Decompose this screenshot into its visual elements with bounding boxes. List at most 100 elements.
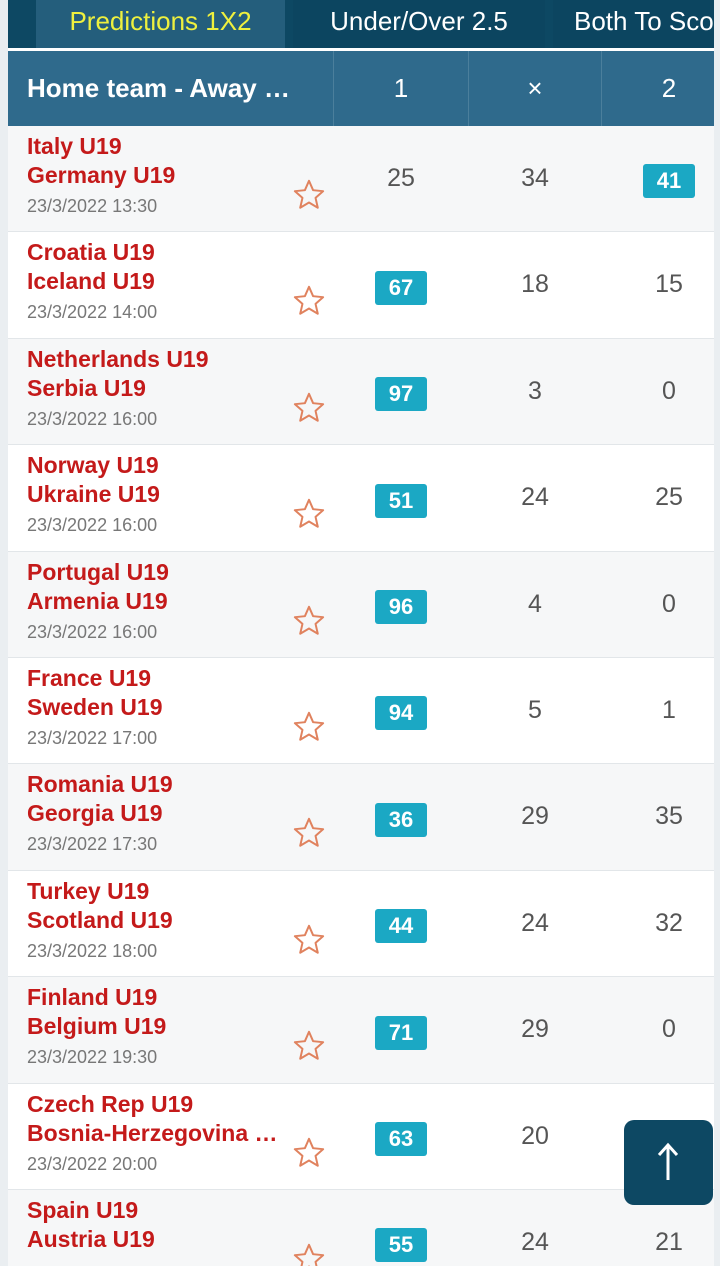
home-team[interactable]: Italy U19: [27, 133, 122, 159]
favorite-star-icon[interactable]: [292, 1242, 326, 1266]
home-team[interactable]: Czech Rep U19: [27, 1090, 194, 1117]
away-win-probability: 0: [602, 339, 714, 445]
away-win-probability: 0: [602, 977, 714, 1083]
draw-probability: 24: [469, 871, 601, 977]
probability-value: 97: [375, 377, 427, 412]
favorite-star-icon[interactable]: [292, 1029, 326, 1063]
probability-value: 0: [662, 376, 676, 405]
away-win-probability: 15: [602, 232, 714, 338]
home-win-probability: 51: [334, 445, 468, 551]
match-row[interactable]: Spain U19 Austria U19 55 24 21: [8, 1189, 714, 1266]
probability-value: 96: [375, 589, 427, 624]
scroll-to-top-button[interactable]: [624, 1120, 713, 1205]
match-row[interactable]: Norway U19 Ukraine U19 23/3/2022 16:00 51 24…: [8, 445, 714, 552]
favorite-star-icon[interactable]: [292, 710, 326, 744]
favorite-star-icon[interactable]: [292, 497, 326, 531]
match-list: Italy U19 Germany U19 23/3/2022 13:30 25 34 4…: [8, 126, 714, 1266]
probability-value: 25: [387, 164, 415, 192]
away-team[interactable]: Armenia U19: [27, 587, 168, 614]
home-team[interactable]: Netherlands U19: [27, 345, 209, 372]
away-team[interactable]: Bosnia-Herzegovina U19: [27, 1119, 285, 1146]
home-team[interactable]: France U19: [27, 664, 152, 691]
probability-value: 44: [375, 909, 427, 944]
away-team[interactable]: Germany U19: [27, 162, 176, 188]
away-win-probability: 41: [602, 126, 714, 232]
match-row[interactable]: Netherlands U19 Serbia U19 23/3/2022 16:00…: [8, 338, 714, 446]
away-team[interactable]: Georgia U19: [27, 800, 163, 827]
favorite-star-icon[interactable]: [292, 391, 326, 425]
away-team[interactable]: Belgium U19: [27, 1013, 167, 1040]
probability-value: 71: [375, 1015, 427, 1050]
home-win-probability: 94: [334, 658, 468, 764]
probability-value: 36: [375, 802, 427, 837]
probability-value: 24: [521, 1227, 549, 1256]
draw-probability: 20: [469, 1084, 601, 1190]
home-team[interactable]: Romania U19: [27, 771, 173, 798]
header-team: Home team - Away team: [27, 73, 297, 103]
tab-predictions-1x2[interactable]: Predictions 1X2: [36, 0, 285, 48]
match-row[interactable]: Finland U19 Belgium U19 23/3/2022 19:30 71 2…: [8, 977, 714, 1084]
favorite-star-icon[interactable]: [292, 1136, 326, 1170]
draw-probability: 5: [469, 658, 601, 764]
match-date: 23/3/2022 14:00: [27, 302, 158, 323]
home-team[interactable]: Norway U19: [27, 452, 159, 479]
match-row[interactable]: Italy U19 Germany U19 23/3/2022 13:30 25 34 4…: [8, 126, 714, 233]
draw-probability: 18: [469, 232, 601, 338]
home-team[interactable]: Turkey U19: [27, 877, 150, 904]
match-row[interactable]: Portugal U19 Armenia U19 23/3/2022 16:00 96…: [8, 551, 714, 658]
home-team[interactable]: Spain U19: [27, 1196, 139, 1223]
home-win-probability: 67: [334, 232, 468, 338]
header-home-win[interactable]: 1: [393, 73, 409, 103]
header-divider: [333, 51, 334, 126]
match-row[interactable]: Romania U19 Georgia U19 23/3/2022 17:30 36 2…: [8, 764, 714, 871]
away-team[interactable]: Austria U19: [27, 1225, 155, 1252]
home-team[interactable]: Croatia U19: [27, 239, 155, 266]
probability-value: 21: [655, 1227, 683, 1256]
favorite-star-icon[interactable]: [292, 604, 326, 638]
probability-value: 1: [662, 695, 676, 724]
probability-value: 0: [662, 589, 676, 618]
match-row[interactable]: Turkey U19 Scotland U19 23/3/2022 18:00 44 2…: [8, 871, 714, 978]
probability-value: 4: [528, 589, 542, 618]
home-team[interactable]: Finland U19: [27, 984, 158, 1011]
favorite-star-icon[interactable]: [292, 284, 326, 318]
away-team[interactable]: Ukraine U19: [27, 481, 160, 508]
favorite-star-icon[interactable]: [292, 816, 326, 850]
draw-probability: 3: [469, 339, 601, 445]
match-date: 23/3/2022 17:30: [27, 834, 158, 855]
away-team[interactable]: Iceland U19: [27, 268, 155, 295]
match-row[interactable]: France U19 Sweden U19 23/3/2022 17:00 94 5 1: [8, 658, 714, 765]
probability-value: 55: [375, 1228, 427, 1263]
favorite-star-icon[interactable]: [292, 178, 326, 212]
probability-value: 5: [528, 695, 542, 724]
probability-value: 0: [662, 1015, 676, 1044]
away-win-probability: 35: [602, 764, 714, 870]
probability-value: 29: [521, 1015, 549, 1044]
home-team[interactable]: Portugal U19: [27, 558, 169, 585]
probability-value: 32: [655, 908, 683, 937]
tab-both-to-score[interactable]: Both To Sco: [553, 0, 714, 48]
away-team[interactable]: Scotland U19: [27, 906, 173, 933]
away-win-probability: 1: [602, 658, 714, 764]
probability-value: 63: [375, 1121, 427, 1156]
header-divider: [468, 51, 469, 126]
away-win-probability: 21: [602, 1190, 714, 1266]
away-team[interactable]: Serbia U19: [27, 374, 146, 401]
probability-value: 29: [521, 802, 549, 831]
match-date: 23/3/2022 13:30: [27, 196, 158, 216]
home-win-probability: 36: [334, 764, 468, 870]
predictions-page: Predictions 1X2 Under/Over 2.5 Both To S…: [8, 0, 714, 1266]
away-team[interactable]: Sweden U19: [27, 693, 163, 720]
favorite-star-icon[interactable]: [292, 923, 326, 957]
probability-value: 51: [375, 483, 427, 518]
tab-under-over[interactable]: Under/Over 2.5: [293, 0, 545, 48]
draw-probability: 4: [469, 552, 601, 658]
tab-bar: Predictions 1X2 Under/Over 2.5 Both To S…: [8, 0, 714, 48]
header-draw[interactable]: ×: [527, 73, 543, 103]
draw-probability: 24: [469, 445, 601, 551]
match-row[interactable]: Czech Rep U19 Bosnia-Herzegovina U19 23/3/…: [8, 1084, 714, 1190]
home-win-probability: 71: [334, 977, 468, 1083]
match-row[interactable]: Croatia U19 Iceland U19 23/3/2022 14:00 67 1…: [8, 232, 714, 339]
header-away-win[interactable]: 2: [661, 73, 677, 103]
probability-value: 41: [643, 164, 695, 199]
